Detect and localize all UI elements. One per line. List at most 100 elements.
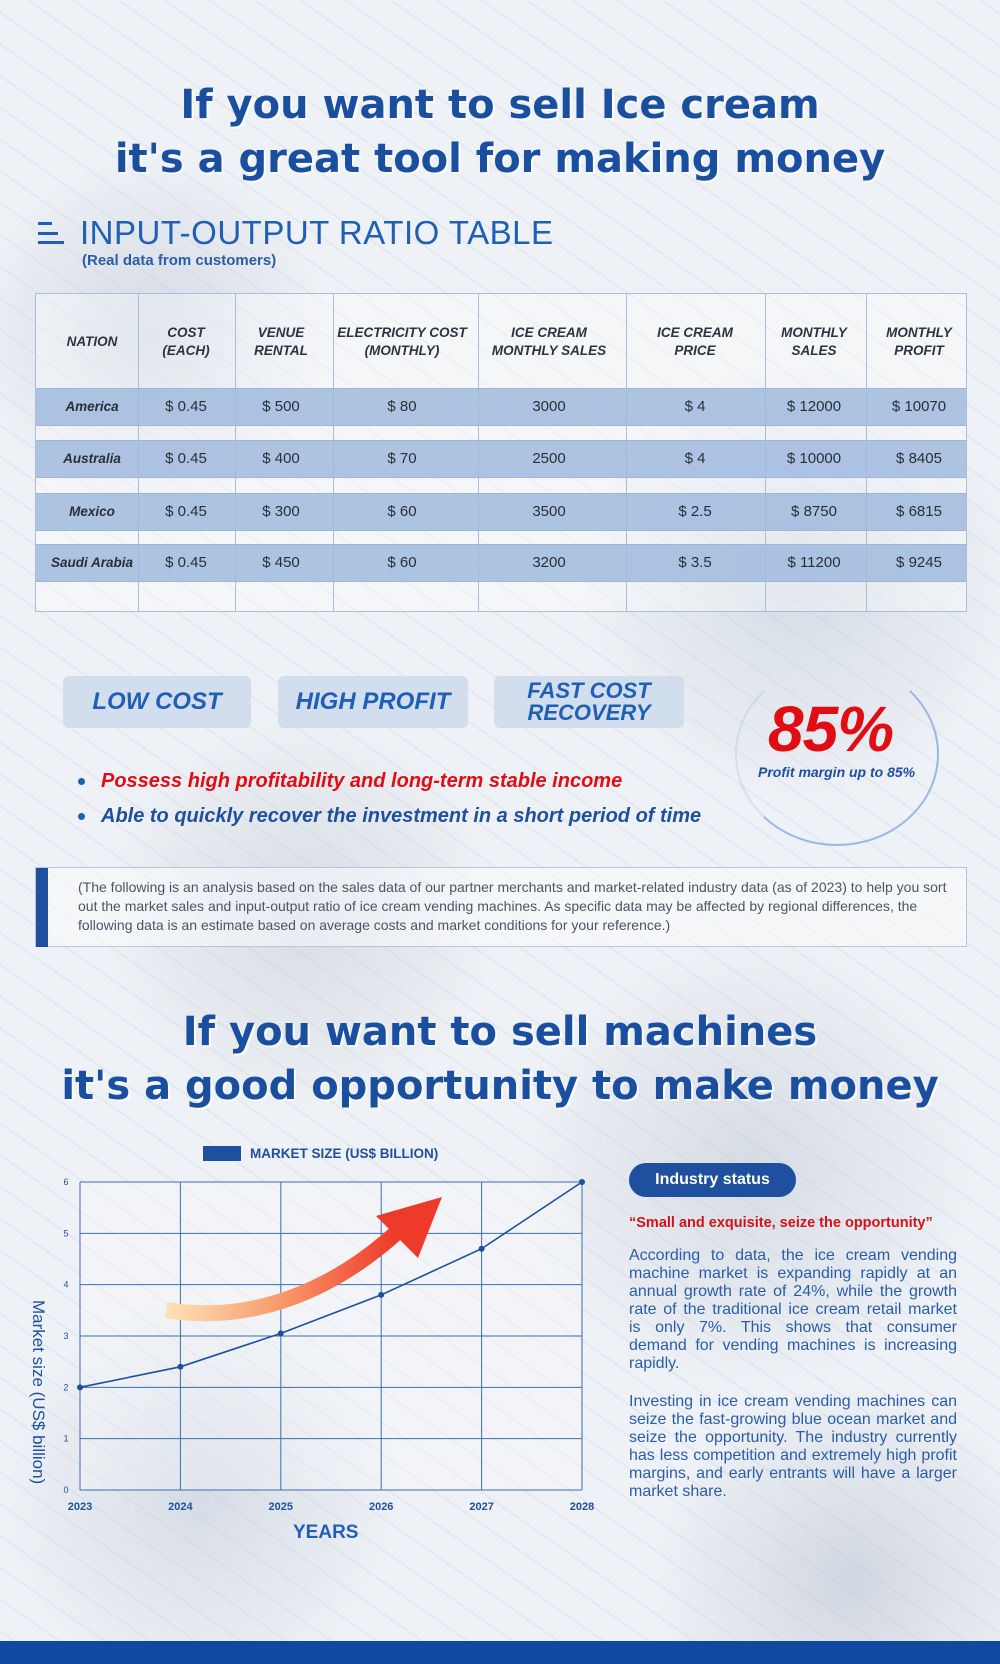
table-cell: $ 0.45 [165, 503, 207, 520]
table-cell: $ 60 [387, 503, 417, 520]
bullet-profitability: Possess high profitability and long-term… [78, 770, 622, 793]
table-header-text: ELECTRICITY COST [337, 325, 467, 340]
chart-data-point [277, 1330, 284, 1337]
industry-paragraph-2: Investing in ice cream vending machines … [629, 1393, 957, 1500]
bullet-profitability-text: Possess high profitability and long-term… [101, 770, 623, 792]
table-cell: 3200 [532, 554, 566, 571]
table-cell-nation: America [65, 399, 119, 414]
table-row: Australia $ 0.45 $ 400 $ 70 2500 $ 4 $ 10000 $ … [36, 440, 966, 478]
chart-y-tick-label: 1 [63, 1434, 68, 1444]
legend-label: MARKET SIZE (US$ BILLION) [250, 1146, 439, 1161]
table-header-cell: MONTHLY SALES [781, 324, 847, 360]
table-cell: $ 8405 [896, 450, 942, 467]
table-header-text: MONTHLY [886, 325, 952, 340]
bullet-dot [78, 813, 85, 820]
industry-status-badge: Industry status [629, 1163, 796, 1197]
table-header-text: SALES [791, 343, 837, 358]
fast-recovery-pill: FAST COST RECOVERY [494, 676, 684, 728]
low-cost-label: LOW COST [92, 688, 222, 715]
table-cell: $ 3.5 [678, 554, 712, 571]
table-cell: $ 4 [684, 450, 706, 467]
chart-data-point [478, 1245, 485, 1252]
table-header-text: VENUE [257, 325, 305, 340]
table-row: Mexico $ 0.45 $ 300 $ 60 3500 $ 2.5 $ 8750 $ 68… [36, 493, 966, 531]
table-cell: $ 12000 [786, 398, 842, 415]
table-header-cell: ICE CREAM PRICE [657, 324, 733, 360]
chart-data-point [77, 1384, 83, 1391]
table-cell: 2500 [532, 450, 566, 467]
table-row: America $ 0.45 $ 500 $ 80 3000 $ 4 $ 12000 $ 10… [36, 388, 966, 426]
table-cell: $ 6815 [896, 503, 942, 520]
table-header-text: ICE CREAM [511, 325, 587, 340]
table-section-header: INPUT-OUTPUT RATIO TABLE [38, 214, 553, 252]
analysis-note: (The following is an analysis based on t… [35, 867, 967, 947]
headline-ice-cream-line2: it's a great tool for making money [114, 136, 886, 182]
industry-quote: “Small and exquisite, seize the opportun… [629, 1215, 933, 1231]
table-header-cell: MONTHLY PROFIT [886, 324, 952, 360]
table-section-subtitle: (Real data from customers) [82, 252, 277, 269]
table-cell: $ 0.45 [165, 398, 207, 415]
table-header-text: NATION [66, 334, 118, 349]
table-cell: $ 11200 [787, 554, 841, 571]
table-cell: $ 2.5 [678, 503, 712, 520]
table-header-cell: ICE CREAM MONTHLY SALES [492, 324, 606, 360]
table-cell: $ 400 [262, 450, 300, 467]
chart-y-tick-label: 3 [63, 1331, 68, 1341]
table-cell: 3000 [532, 398, 566, 415]
footer-bar [0, 1641, 1000, 1664]
chart-y-tick-label: 2 [63, 1382, 68, 1392]
chart-x-tick-label: 2028 [570, 1501, 594, 1510]
market-size-chart: 0 1 2 3 4 5 6 2023 2024 2025 2026 2027 2028 [63, 1177, 594, 1510]
table-header-text: RENTAL [254, 343, 308, 358]
chart-x-tick-label: 2024 [168, 1501, 193, 1510]
table-cell: $ 8750 [791, 503, 837, 520]
table-header-cell: ELECTRICITY COST (MONTHLY) [337, 324, 467, 360]
headline-ice-cream: If you want to sell Ice cream it's a gre… [0, 78, 1000, 186]
bullet-recovery-text: Able to quickly recover the investment i… [101, 805, 702, 827]
table-header-text: (EACH) [162, 343, 210, 358]
table-cell-nation: Mexico [69, 504, 115, 519]
table-header-text: PRICE [674, 343, 716, 358]
table-cell: $ 450 [262, 554, 300, 571]
chart-x-tick-label: 2027 [469, 1501, 493, 1510]
table-cell: $ 70 [387, 450, 417, 467]
growth-arrow-head-icon [376, 1197, 442, 1258]
table-cell: 3500 [532, 503, 566, 520]
table-header-text: COST [167, 325, 205, 340]
chart-x-tick-label: 2023 [68, 1501, 92, 1510]
chart-y-tick-label: 4 [63, 1280, 68, 1290]
list-icon [38, 222, 64, 244]
headline-machines: If you want to sell machines it's a good… [0, 1005, 1000, 1113]
table-header-text: MONTHLY SALES [491, 343, 607, 358]
chart-legend: MARKET SIZE (US$ BILLION) [203, 1146, 438, 1161]
analysis-note-text: (The following is an analysis based on t… [78, 879, 947, 933]
headline-machines-line1: If you want to sell machines [182, 1009, 818, 1055]
profit-circle [735, 662, 939, 846]
table-section-title: INPUT-OUTPUT RATIO TABLE [80, 214, 554, 251]
ratio-table: America $ 0.45 $ 500 $ 80 3000 $ 4 $ 12000 $ 10… [35, 293, 967, 612]
low-cost-pill: LOW COST [63, 676, 251, 728]
note-accent-bar [36, 868, 48, 947]
fast-recovery-label-2: RECOVERY [527, 700, 651, 725]
table-header-text: PROFIT [894, 343, 944, 358]
high-profit-pill: HIGH PROFIT [278, 676, 468, 728]
table-cell: $ 10070 [891, 398, 947, 415]
table-cell: $ 10000 [786, 450, 842, 467]
chart-y-tick-label: 0 [63, 1485, 68, 1495]
table-cell-nation: Australia [63, 451, 121, 466]
headline-machines-line2: it's a good opportunity to make money [61, 1063, 939, 1109]
table-row: Saudi Arabia $ 0.45 $ 450 $ 60 3200 $ 3.5 $ 11… [36, 544, 966, 582]
chart-data-point [378, 1291, 385, 1298]
chart-series-line [79, 1181, 583, 1389]
chart-x-axis-label: YEARS [293, 1522, 359, 1543]
headline-ice-cream-line1: If you want to sell Ice cream [180, 82, 820, 128]
chart-x-tick-label: 2026 [369, 1501, 393, 1510]
industry-paragraph-1: According to data, the ice cream vending… [629, 1247, 957, 1372]
table-cell: $ 80 [387, 398, 417, 415]
table-cell: $ 60 [387, 554, 417, 571]
chart-y-tick-label: 5 [63, 1228, 68, 1238]
table-header-text: MONTHLY [781, 325, 847, 340]
table-cell: $ 0.45 [165, 554, 207, 571]
fast-recovery-label-1: FAST COST [527, 678, 651, 703]
table-cell: $ 9245 [896, 554, 942, 571]
